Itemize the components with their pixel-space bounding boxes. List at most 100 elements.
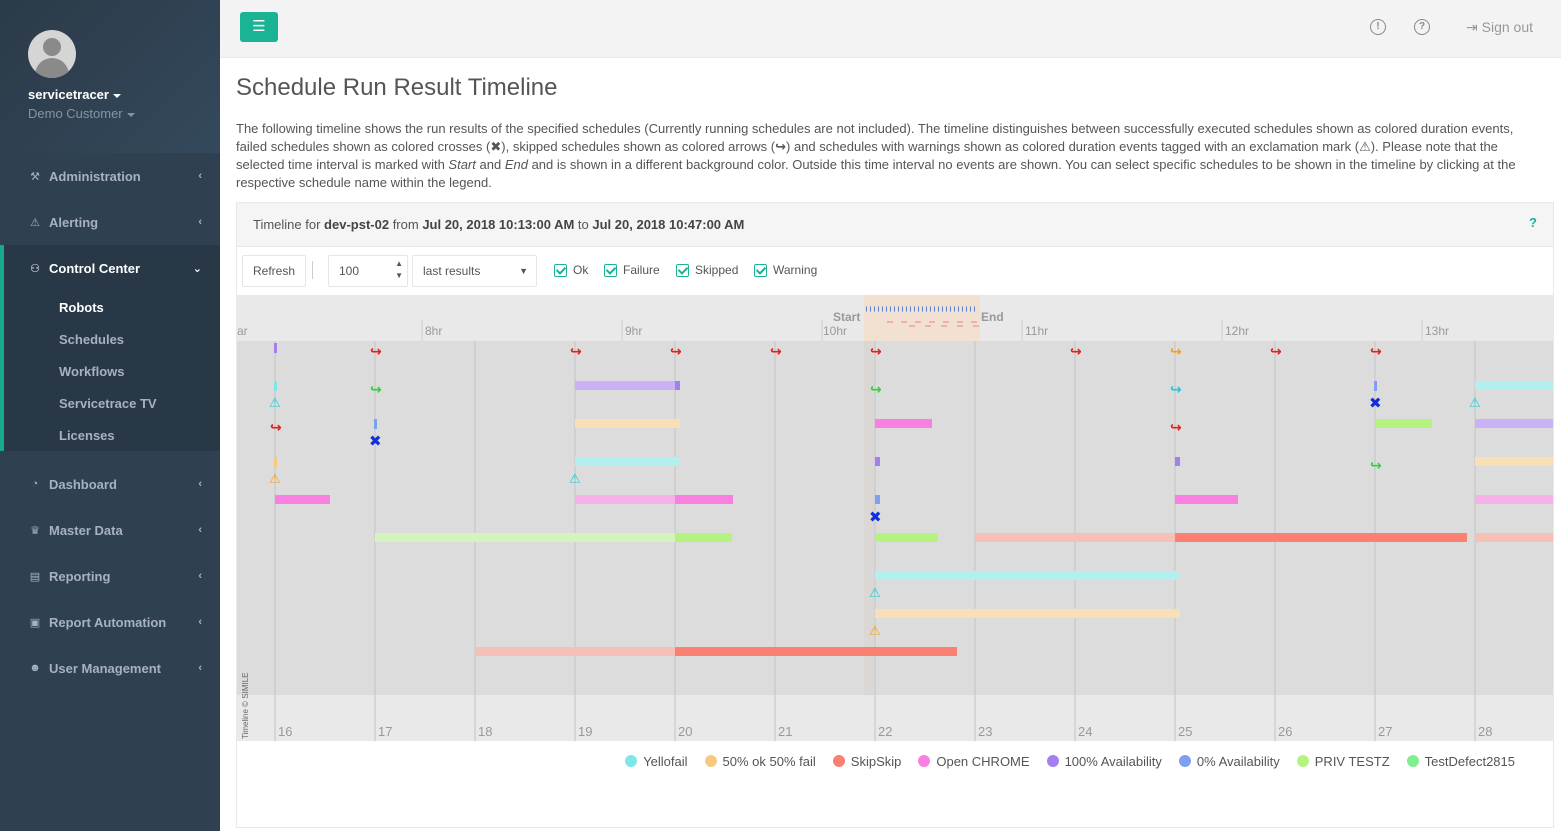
nav-alerting[interactable]: ⚠ Alerting ‹ [0, 199, 220, 245]
event-bar [1375, 419, 1432, 428]
page-title: Schedule Run Result Timeline [236, 74, 558, 101]
panel-help-link[interactable]: ? [1529, 215, 1537, 230]
nav-control-center-group: ⚇ Control Center ⌄ Robots Schedules Workfl… [0, 245, 220, 451]
nav-user-management[interactable]: ☻ User Management ‹ [29, 660, 202, 676]
panel-heading: Timeline for dev-pst-02 from Jul 20, 201… [237, 203, 1553, 247]
legend-item[interactable]: SkipSkip [832, 751, 901, 771]
nav-reporting[interactable]: ▤ Reporting ‹ [29, 568, 202, 584]
filter-failure-checkbox[interactable]: Failure [604, 263, 660, 277]
end-marker: End [981, 310, 1004, 324]
users-icon: ☻ [29, 662, 41, 674]
sub-robots[interactable]: Robots [59, 299, 104, 315]
avatar[interactable] [28, 30, 76, 78]
share-arrow-icon: ↪ [1070, 344, 1082, 360]
nav-dashboard[interactable]: ◔ Dashboard ‹ [0, 461, 220, 507]
day-label: 25 [1178, 724, 1192, 739]
sign-out-link[interactable]: ⇥ Sign out [1466, 19, 1533, 35]
cross-icon: ✖ [869, 508, 882, 526]
help-icon[interactable]: ? [1414, 19, 1430, 35]
nav-master-data[interactable]: ♛ Master Data ‹ [0, 507, 220, 553]
simile-credit: Timeline © SIMILE [241, 672, 250, 739]
profile-block: servicetracer Demo Customer [0, 0, 220, 153]
event-bar [1475, 533, 1553, 542]
share-arrow-icon: ↪ [1170, 420, 1182, 436]
sub-servicetrace-tv[interactable]: Servicetrace TV [59, 395, 157, 411]
intro-text: The following timeline shows the run res… [236, 121, 1516, 190]
chevron-left-icon: ‹ [198, 524, 202, 536]
event-bar [875, 533, 938, 542]
share-arrow-icon: ↪ [1370, 344, 1382, 360]
share-arrow-icon: ↪ [770, 344, 782, 360]
event-bar [1175, 495, 1238, 504]
nav-administration[interactable]: ⚒ Administration ‹ [0, 153, 220, 199]
event-bar [1475, 381, 1553, 390]
event-bar [1175, 533, 1467, 542]
day-label: 21 [778, 724, 792, 739]
result-count-input[interactable]: 100 ▲ ▼ [328, 255, 408, 287]
sub-workflows[interactable]: Workflows [59, 363, 125, 379]
timeline-chart[interactable]: ar 8hr 9hr 10hr 11hr 12hr 13hr Start End [237, 295, 1553, 741]
event-bar [475, 647, 675, 656]
nav-control-center[interactable]: ⚇ Control Center ⌄ [4, 245, 220, 291]
timeline-toolbar: Refresh 100 ▲ ▼ last results ▼ Ok Failure S… [237, 247, 1553, 295]
username-dropdown[interactable]: servicetracer [28, 87, 192, 102]
filter-warning-checkbox[interactable]: Warning [754, 263, 817, 277]
menu-toggle-button[interactable]: ☰ [240, 12, 278, 42]
hour-label: 10hr [823, 324, 847, 338]
pie-chart-icon: ◔ [31, 478, 39, 490]
legend-item[interactable]: 50% ok 50% fail [704, 751, 816, 771]
event-bar [675, 647, 957, 656]
event-bar [875, 571, 1180, 580]
info-icon[interactable]: ! [1370, 19, 1386, 35]
share-arrow-icon: ↪ [1370, 458, 1382, 474]
hour-label: 13hr [1425, 324, 1449, 338]
sitemap-icon: ⚇ [30, 262, 40, 275]
timeline-legend: Yellofail 50% ok 50% fail SkipSkip Open … [237, 751, 1553, 771]
sub-schedules[interactable]: Schedules [59, 331, 125, 347]
stepper-icon[interactable]: ▲ ▼ [395, 259, 403, 280]
legend-item[interactable]: 100% Availability [1046, 751, 1162, 771]
refresh-button[interactable]: Refresh [242, 255, 307, 287]
event-bar [575, 419, 680, 428]
warning-icon: ⚠ [1469, 396, 1481, 411]
wrench-icon: ⚒ [30, 170, 40, 183]
nav-report-automation[interactable]: ▣ Report Automation ‹ [29, 614, 202, 630]
sidebar: servicetracer Demo Customer ⚒ Administrat… [0, 0, 220, 831]
start-marker: Start [833, 310, 860, 324]
sub-licenses[interactable]: Licenses [59, 427, 115, 443]
day-label: 24 [1078, 724, 1092, 739]
legend-item[interactable]: 0% Availability [1178, 751, 1280, 771]
event-bar [275, 495, 330, 504]
warning-icon: ⚠ [269, 472, 281, 487]
share-arrow-icon: ↪ [1270, 344, 1282, 360]
legend-item[interactable]: Yellofail [625, 751, 688, 771]
event-bar [675, 495, 733, 504]
instant-events [274, 343, 1377, 467]
filter-skipped-checkbox[interactable]: Skipped [676, 263, 738, 277]
legend-item[interactable]: Open CHROME [918, 751, 1030, 771]
legend-item[interactable]: TestDefect2815 [1406, 751, 1515, 771]
automation-icon: ▣ [29, 616, 41, 629]
skipped-events: ↪ ↪ ↪ ↪ ↪ ↪ ↪ ↪ ↪ ↪ ↪ ↪ ↪ ↪ ↪ [270, 344, 1382, 474]
cross-icon: ✖ [490, 139, 502, 154]
day-label: 19 [578, 724, 592, 739]
event-bar [875, 495, 880, 504]
event-bar [575, 495, 675, 504]
sign-out-icon: ⇥ [1466, 19, 1482, 35]
share-arrow-icon: ↪ [870, 344, 882, 360]
caret-down-icon [126, 112, 135, 117]
crown-icon: ♛ [30, 524, 40, 537]
legend-item[interactable]: PRIV TESTZ [1296, 751, 1390, 771]
warning-icon: ⚠ [569, 472, 581, 487]
event-bar [1475, 495, 1553, 504]
customer-dropdown[interactable]: Demo Customer [28, 106, 192, 121]
day-label: 27 [1378, 724, 1392, 739]
chevron-left-icon: ‹ [198, 662, 202, 674]
overview-ticks [866, 306, 979, 327]
hour-label: 8hr [425, 324, 442, 338]
filter-ok-checkbox[interactable]: Ok [554, 263, 588, 277]
timeline-panel: Timeline for dev-pst-02 from Jul 20, 201… [236, 202, 1554, 828]
result-mode-select[interactable]: last results ▼ [412, 255, 537, 287]
duration-events [275, 381, 1553, 656]
warning-icon: ⚠ [869, 624, 881, 639]
